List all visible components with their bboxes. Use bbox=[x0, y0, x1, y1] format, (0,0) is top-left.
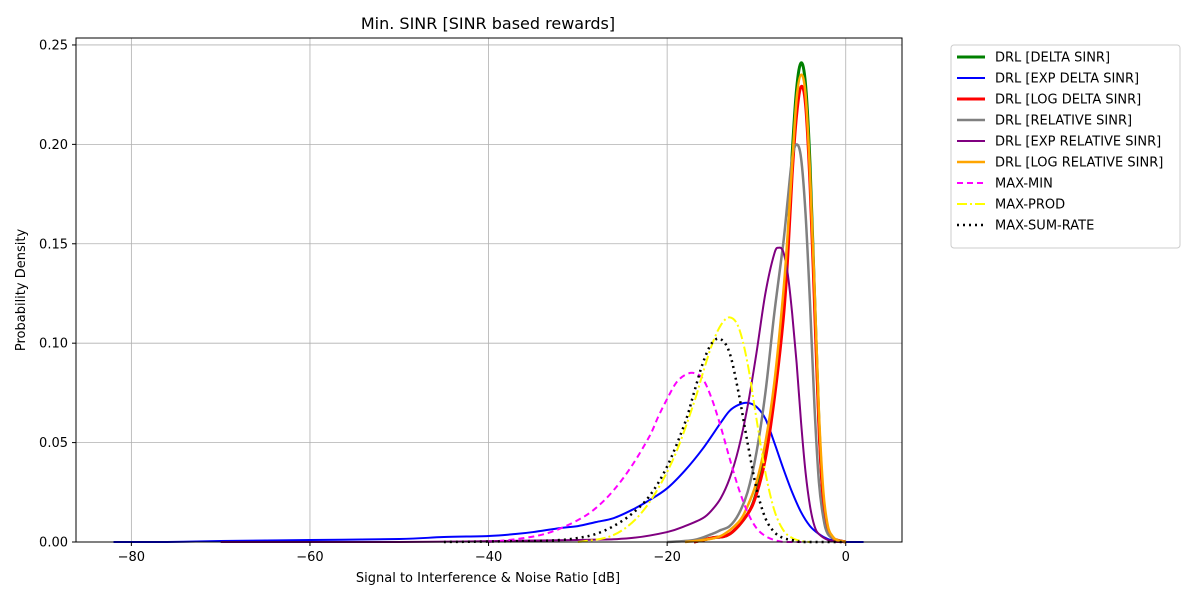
y-tick-label: 0.25 bbox=[39, 38, 68, 53]
x-tick-label: −40 bbox=[475, 550, 502, 565]
legend-label-5: DRL [LOG RELATIVE SINR] bbox=[995, 156, 1163, 171]
legend-label-2: DRL [LOG DELTA SINR] bbox=[995, 93, 1141, 108]
y-tick-label: 0.20 bbox=[39, 138, 68, 153]
legend-label-3: DRL [RELATIVE SINR] bbox=[995, 114, 1132, 129]
series-line-1 bbox=[113, 401, 864, 543]
series-line-6 bbox=[488, 371, 802, 543]
legend-label-0: DRL [DELTA SINR] bbox=[995, 51, 1110, 66]
legend-label-7: MAX-PROD bbox=[995, 198, 1065, 213]
y-axis-label: Probability Density bbox=[14, 229, 29, 352]
series-line-3 bbox=[667, 143, 847, 544]
series-line-4 bbox=[220, 246, 846, 544]
y-tick-label: 0.00 bbox=[39, 536, 68, 551]
x-tick-label: −20 bbox=[653, 550, 680, 565]
y-axis-ticks: 0.00 0.05 0.10 0.15 0.20 0.25 bbox=[39, 38, 76, 551]
x-tick-label: −60 bbox=[296, 550, 323, 565]
legend-label-8: MAX-SUM-RATE bbox=[995, 219, 1094, 234]
chart-title: Min. SINR [SINR based rewards] bbox=[361, 14, 615, 33]
legend-label-6: MAX-MIN bbox=[995, 177, 1053, 192]
series-lines bbox=[113, 61, 864, 544]
series-line-7 bbox=[577, 316, 811, 543]
legend: DRL [DELTA SINR] DRL [EXP DELTA SINR] DRL … bbox=[950, 44, 1181, 249]
y-tick-label: 0.15 bbox=[39, 237, 68, 252]
x-axis-label: Signal to Interference & Noise Ratio [dB… bbox=[356, 571, 620, 586]
x-tick-label: 0 bbox=[842, 550, 850, 565]
series-line-5 bbox=[684, 73, 847, 544]
legend-label-1: DRL [EXP DELTA SINR] bbox=[995, 72, 1139, 87]
x-tick-label: −80 bbox=[118, 550, 145, 565]
legend-label-4: DRL [EXP RELATIVE SINR] bbox=[995, 135, 1161, 150]
y-tick-label: 0.05 bbox=[39, 436, 68, 451]
x-axis-ticks: −80 −60 −40 −20 0 bbox=[118, 542, 850, 565]
series-line-8 bbox=[443, 337, 846, 544]
y-tick-label: 0.10 bbox=[39, 337, 68, 352]
legend-box bbox=[950, 44, 1181, 249]
